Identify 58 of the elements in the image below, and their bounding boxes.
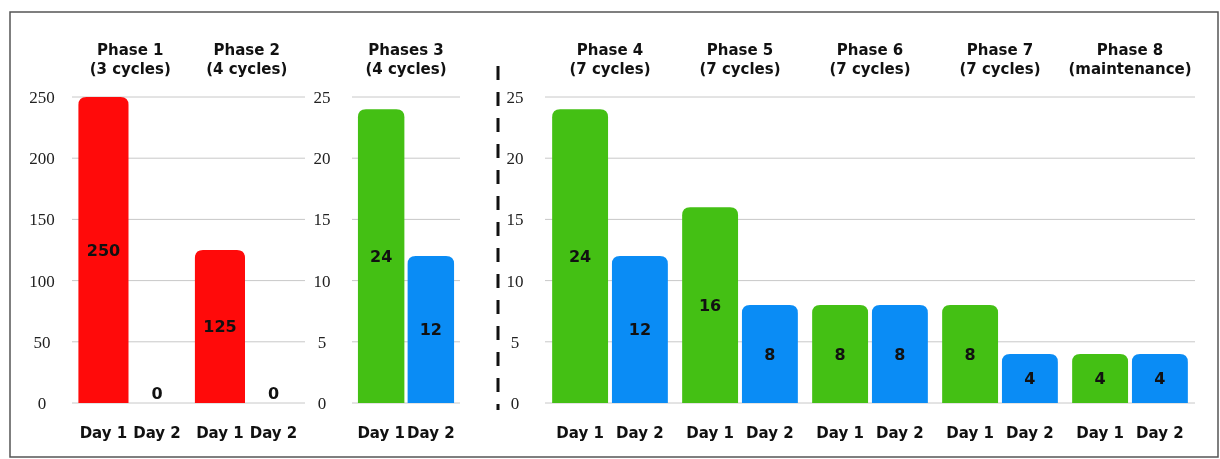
x-tick-label: Day 2 <box>1136 424 1184 442</box>
x-tick-label: Day 2 <box>1006 424 1054 442</box>
data-label: 16 <box>698 295 722 315</box>
x-tick-label: Day 2 <box>133 424 181 442</box>
y-tick-label: 5 <box>510 332 520 352</box>
y-tick-label: 10 <box>506 271 524 291</box>
y-tick-label: 250 <box>29 87 55 107</box>
data-label: 4 <box>1094 369 1106 389</box>
y-tick-label: 15 <box>506 210 524 230</box>
y-tick-label: 15 <box>313 210 331 230</box>
text: Phase 7 (7 cycles) <box>959 41 1041 78</box>
data-label: 8 <box>964 344 976 364</box>
data-label: 8 <box>894 344 906 364</box>
text: Phase 4 (7 cycles) <box>569 41 651 78</box>
text: Phase 5 (7 cycles) <box>699 41 781 78</box>
y-tick-label: 150 <box>29 210 55 230</box>
y-tick-label: 5 <box>317 332 327 352</box>
data-label: 12 <box>419 320 442 340</box>
y-tick-label: 100 <box>29 271 55 291</box>
y-tick-label: 0 <box>510 393 520 413</box>
y-tick-label: 20 <box>506 149 524 169</box>
x-tick-label: Day 2 <box>876 424 924 442</box>
y-tick-label: 25 <box>313 87 331 107</box>
y-tick-label: 0 <box>317 393 327 413</box>
data-label: 0 <box>151 383 163 403</box>
x-tick-label: Day 1 <box>946 424 994 442</box>
y-tick-label: 20 <box>313 149 331 169</box>
x-tick-label: Day 1 <box>686 424 734 442</box>
data-label: 4 <box>1154 369 1166 389</box>
data-label: 8 <box>834 344 846 364</box>
data-label: 125 <box>203 317 237 337</box>
x-tick-label: Day 1 <box>816 424 864 442</box>
data-label: 24 <box>370 246 393 266</box>
text: Phase 1 (3 cycles) <box>89 41 171 78</box>
x-tick-label: Day 1 <box>196 424 244 442</box>
x-tick-label: Day 1 <box>1076 424 1124 442</box>
data-label: 0 <box>267 383 280 403</box>
y-tick-label: 50 <box>33 332 51 352</box>
data-label: 4 <box>1024 369 1036 389</box>
data-label: 12 <box>628 320 652 340</box>
data-label: 24 <box>568 246 592 266</box>
x-tick-label: Day 2 <box>616 424 664 442</box>
x-tick-label: Day 2 <box>249 424 298 442</box>
x-tick-label: Day 2 <box>407 424 455 442</box>
y-tick-label: 10 <box>313 271 331 291</box>
data-label: 8 <box>764 344 776 364</box>
x-tick-label: Day 2 <box>746 424 794 442</box>
y-tick-label: 200 <box>29 149 55 169</box>
x-tick-label: Day 1 <box>357 424 405 442</box>
text: Phase 8 (maintenance) <box>1068 41 1192 78</box>
text: Phase 6 (7 cycles) <box>829 41 911 78</box>
y-tick-label: 0 <box>37 393 47 413</box>
text: Phases 3 (4 cycles) <box>365 41 447 78</box>
x-tick-label: Day 1 <box>79 424 128 442</box>
text: Phase 2 (4 cycles) <box>206 41 288 78</box>
data-label: 250 <box>86 240 121 260</box>
y-tick-label: 25 <box>506 87 524 107</box>
x-tick-label: Day 1 <box>556 424 604 442</box>
